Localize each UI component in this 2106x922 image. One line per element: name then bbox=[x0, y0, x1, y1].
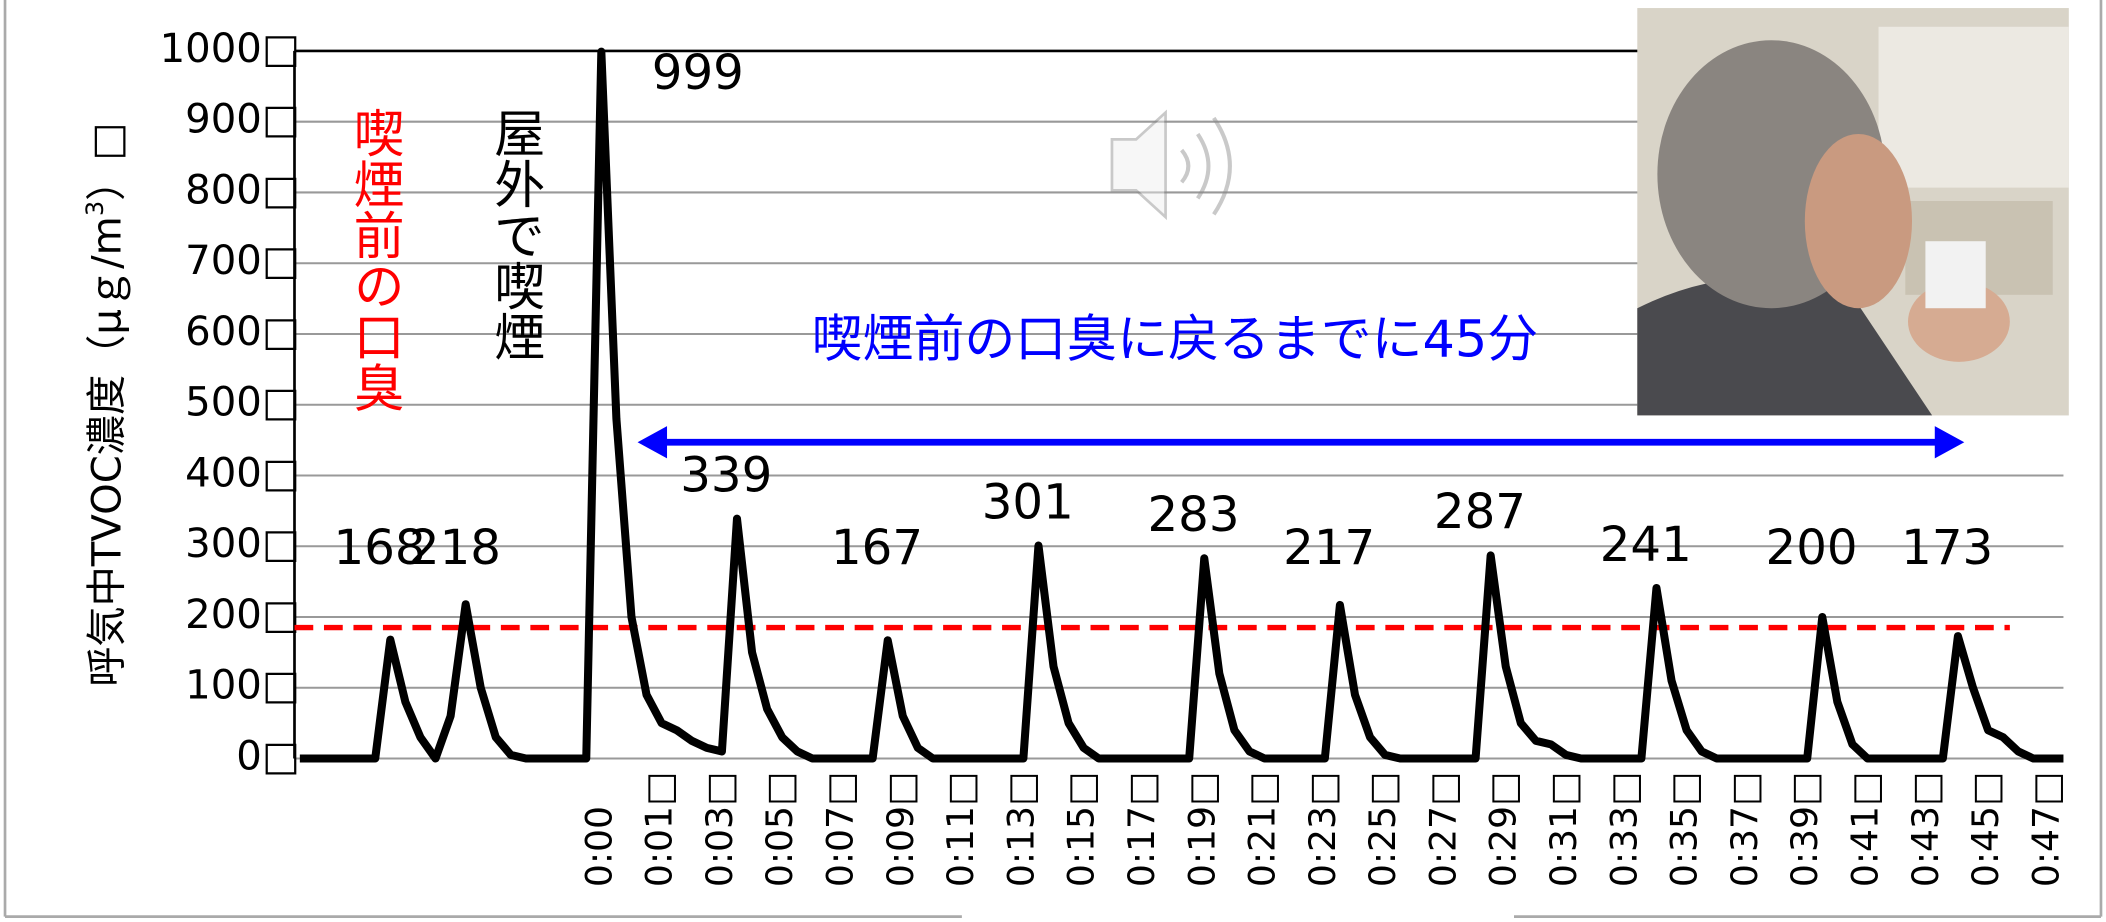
x-tick-label: 0:15□ bbox=[1060, 772, 1103, 887]
x-tick-label: 0:39□ bbox=[1783, 772, 1826, 887]
photo bbox=[1637, 8, 2069, 416]
x-tick-label: 0:11□ bbox=[939, 772, 982, 887]
annotation: 屋外で喫煙 bbox=[485, 107, 544, 362]
x-tick-label: 0:05□ bbox=[758, 772, 801, 887]
y-axis-title-sup: 3 bbox=[81, 201, 109, 216]
x-tick-label: 0:09□ bbox=[879, 772, 922, 887]
y-tick-label: 1000□ bbox=[160, 26, 300, 72]
data-line bbox=[299, 47, 2064, 763]
wave bbox=[1196, 132, 1211, 200]
x-tick-label: 0:47□ bbox=[2024, 772, 2067, 887]
x-tick-label: 0:13□ bbox=[999, 772, 1042, 887]
data-label: 168 bbox=[334, 520, 426, 576]
y-axis-title: 呼気中TVOC濃度（μｇ/m3）□ bbox=[81, 123, 130, 687]
y-axis-title-end: ）□ bbox=[85, 123, 131, 201]
data-label: 217 bbox=[1283, 520, 1375, 576]
arrow-head bbox=[1934, 426, 1965, 459]
x-tick-label: 0:21□ bbox=[1241, 772, 1284, 887]
photo-shelf bbox=[1878, 26, 2069, 188]
y-tick-label: 600□ bbox=[185, 309, 300, 355]
x-tick-label: 0:27□ bbox=[1421, 772, 1464, 887]
arrow-head bbox=[637, 426, 668, 459]
x-tick-label: 0:01□ bbox=[638, 772, 681, 887]
y-tick-label: 900□ bbox=[185, 97, 300, 143]
data-label: 173 bbox=[1901, 520, 1993, 576]
x-tick-label: 0:31□ bbox=[1542, 772, 1585, 887]
x-tick-label: 0:35□ bbox=[1663, 772, 1706, 887]
x-tick-label: 0:33□ bbox=[1602, 772, 1645, 887]
x-tick-label: 0:17□ bbox=[1120, 772, 1163, 887]
data-label: 241 bbox=[1600, 517, 1692, 573]
photo-bag bbox=[1925, 241, 1986, 309]
speaker-icon bbox=[1110, 109, 1232, 221]
data-label: 301 bbox=[982, 474, 1074, 530]
wave bbox=[1212, 116, 1232, 216]
x-tick-label: 0:45□ bbox=[1964, 772, 2007, 887]
y-tick-label: 300□ bbox=[185, 521, 300, 567]
x-tick-label: 0:25□ bbox=[1361, 772, 1404, 887]
data-label: 218 bbox=[409, 520, 501, 576]
photo-face bbox=[1804, 134, 1913, 309]
x-tick-label: 0:29□ bbox=[1482, 772, 1525, 887]
x-tick-label: 0:03□ bbox=[698, 772, 741, 887]
data-label: 339 bbox=[680, 447, 772, 503]
wave bbox=[1180, 148, 1191, 184]
y-axis-title-text: 呼気中TVOC濃度（μｇ/m bbox=[85, 216, 131, 687]
x-tick-label: 0:43□ bbox=[1904, 772, 1947, 887]
data-label: 287 bbox=[1434, 484, 1526, 540]
data-label: 999 bbox=[652, 45, 744, 101]
speaker bbox=[1110, 109, 1167, 221]
x-tick-label: 0:23□ bbox=[1301, 772, 1344, 887]
photo-jacket bbox=[1637, 277, 1933, 416]
y-tick-label: 700□ bbox=[185, 238, 300, 284]
y-tick-label: 400□ bbox=[185, 450, 300, 496]
annotation: 喫煙前の口臭に戻るまでに45分 bbox=[812, 310, 1539, 369]
x-tick-label: 0:19□ bbox=[1180, 772, 1223, 887]
x-tick-label: 0:41□ bbox=[1843, 772, 1886, 887]
data-label: 200 bbox=[1766, 520, 1858, 576]
y-tick-label: 800□ bbox=[185, 167, 300, 213]
y-tick-label: 200□ bbox=[185, 592, 300, 638]
x-tick-label: 0:07□ bbox=[818, 772, 861, 887]
y-tick-label: 100□ bbox=[185, 663, 300, 709]
y-tick-label: 500□ bbox=[185, 380, 300, 426]
data-label: 167 bbox=[831, 520, 923, 576]
x-tick-label: 0:37□ bbox=[1723, 772, 1766, 887]
duration-arrow bbox=[637, 426, 1965, 459]
x-tick-label: 0:00 bbox=[577, 806, 620, 887]
annotation: 喫煙前の口臭 bbox=[344, 107, 403, 413]
data-label: 283 bbox=[1148, 487, 1240, 543]
y-tick-label: 0□ bbox=[236, 734, 300, 780]
